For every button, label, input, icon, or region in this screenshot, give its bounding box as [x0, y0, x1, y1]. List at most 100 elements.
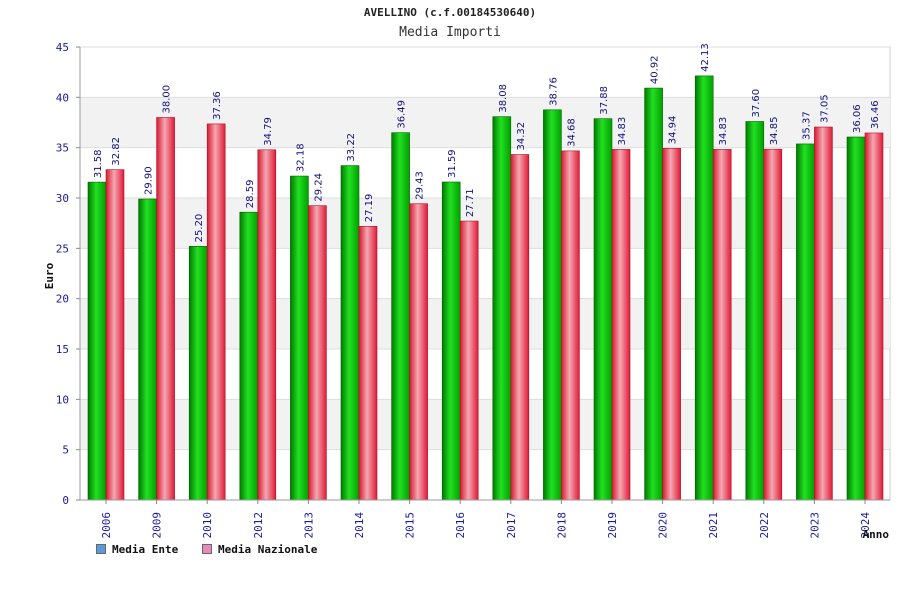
bar-value-label: 33.22 [346, 133, 357, 162]
bar-value-label: 37.88 [599, 86, 610, 115]
x-tick-label: 2021 [707, 512, 720, 539]
x-tick-label: 2023 [808, 512, 821, 539]
y-tick-label: 25 [56, 242, 69, 255]
bar-value-label: 31.59 [447, 149, 458, 178]
y-tick-label: 0 [62, 494, 69, 507]
legend-label-media-nazionale: Media Nazionale [218, 543, 318, 556]
bar-value-label: 29.43 [415, 171, 426, 200]
x-tick-label: 2024 [859, 512, 872, 539]
y-axis-label: Euro [43, 262, 56, 289]
bar-value-label: 34.68 [566, 118, 577, 147]
x-tick-label: 2009 [151, 512, 164, 539]
bar-media-ente [239, 211, 259, 501]
chart-title: AVELLINO (c.f.00184530640) [363, 6, 537, 19]
bar-media-ente [543, 109, 562, 501]
y-tick-label: 15 [56, 343, 69, 356]
x-tick-label: 2006 [100, 512, 113, 539]
y-tick-label: 5 [62, 444, 69, 457]
legend-item-media-ente: Media Ente [96, 543, 178, 556]
legend-swatch-media-ente [96, 544, 106, 554]
bar-media-ente [188, 246, 208, 501]
bar-media-ente [87, 181, 107, 501]
x-tick-label: 2018 [555, 512, 568, 539]
bar-value-label: 32.82 [111, 137, 122, 166]
bar-media-nazionale [662, 147, 681, 501]
bar-value-label: 29.24 [313, 173, 324, 202]
y-tick-label: 10 [56, 393, 69, 406]
bar-media-ente [290, 175, 309, 501]
bar-value-label: 36.46 [870, 100, 881, 129]
bar-value-label: 37.05 [819, 94, 830, 123]
bar-media-ente [644, 87, 663, 501]
bar-media-nazionale [712, 149, 732, 501]
bar-media-ente [441, 181, 461, 501]
legend-swatch-media-nazionale [202, 544, 212, 554]
bar-media-nazionale [561, 150, 580, 501]
bar-media-nazionale [611, 149, 631, 501]
bar-media-nazionale [510, 154, 530, 501]
bar-value-label: 27.71 [465, 188, 476, 217]
bar-value-label: 29.90 [144, 166, 155, 195]
x-tick-label: 2019 [606, 512, 619, 539]
bar-value-label: 37.60 [751, 89, 762, 118]
bar-media-nazionale [763, 148, 783, 501]
bar-value-label: 28.59 [245, 180, 256, 209]
bar-value-label: 40.92 [650, 55, 661, 84]
legend-item-media-nazionale: Media Nazionale [202, 543, 317, 556]
y-tick-label: 40 [56, 91, 69, 104]
bar-media-nazionale [156, 117, 175, 501]
x-tick-label: 2015 [404, 512, 417, 539]
bar-value-label: 38.76 [548, 77, 559, 106]
bar-media-ente [138, 198, 157, 501]
x-tick-label: 2016 [454, 512, 467, 539]
bar-value-label: 34.85 [769, 117, 780, 146]
bar-media-nazionale [409, 203, 428, 501]
bar-value-label: 42.13 [700, 43, 711, 72]
bar-media-ente [694, 75, 714, 501]
x-tick-label: 2013 [302, 512, 315, 539]
bar-media-nazionale [257, 149, 277, 501]
bar-media-ente [846, 136, 866, 501]
bar-media-nazionale [206, 123, 226, 501]
x-tick-label: 2020 [657, 512, 670, 539]
y-axis: 0 5 10 15 20 25 30 35 40 45 [56, 41, 81, 507]
bar-value-label: 31.58 [93, 149, 104, 178]
bar-media-ente [492, 116, 512, 501]
y-tick-label: 45 [56, 41, 69, 54]
bar-value-label: 34.32 [516, 122, 527, 151]
bar-media-nazionale [459, 220, 479, 501]
bar-media-nazionale [814, 126, 833, 501]
bar-value-label: 38.00 [162, 85, 173, 114]
bar-media-ente [593, 118, 613, 501]
x-tick-label: 2010 [201, 512, 214, 539]
bar-value-label: 34.83 [617, 117, 628, 146]
y-tick-label: 35 [56, 142, 69, 155]
legend-label-media-ente: Media Ente [112, 543, 179, 556]
x-tick-label: 2014 [353, 512, 366, 539]
bar-value-label: 34.79 [263, 117, 274, 146]
x-tick-label: 2022 [758, 512, 771, 539]
bar-media-nazionale [308, 205, 327, 501]
y-tick-label: 20 [56, 293, 69, 306]
bar-value-label: 34.94 [668, 116, 679, 145]
bar-value-label: 36.49 [397, 100, 408, 129]
bar-value-label: 25.20 [194, 214, 205, 243]
bar-media-nazionale [864, 132, 884, 501]
bar-value-label: 38.08 [498, 84, 509, 113]
x-axis: 2006 2009 2010 2012 2013 2014 2015 2016 2017 2018… [80, 499, 890, 539]
bar-value-label: 27.19 [364, 194, 375, 223]
bar-value-label: 34.83 [718, 117, 729, 146]
bar-media-ente [796, 143, 815, 501]
bar-media-nazionale [358, 225, 378, 501]
x-tick-label: 2017 [505, 512, 518, 539]
bar-media-nazionale [105, 169, 125, 501]
chart-subtitle: Media Importi [399, 25, 501, 40]
bar-media-ente [340, 165, 360, 501]
bar-media-ente [745, 121, 765, 501]
y-tick-label: 30 [56, 192, 69, 205]
bar-labels: 31.58 32.82 29.90 38.00 25.20 37.36 28.59 34.79… [93, 43, 881, 242]
bar-value-label: 32.18 [295, 143, 306, 172]
bar-media-ente [391, 132, 410, 501]
bars [87, 75, 884, 501]
